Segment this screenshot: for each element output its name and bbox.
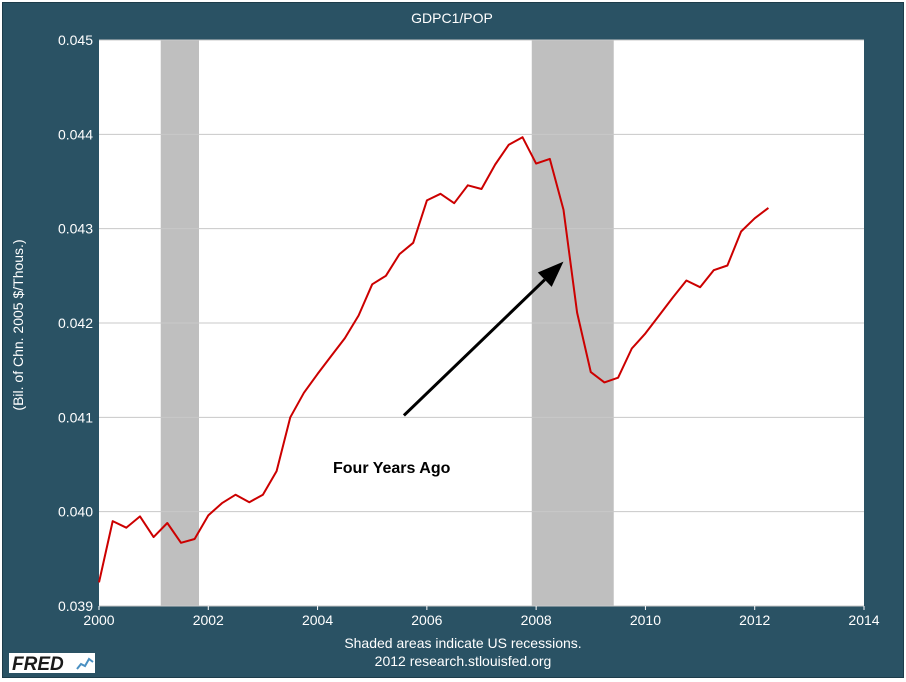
recession-note: Shaded areas indicate US recessions.	[344, 635, 581, 651]
fred-logo-chart-icon	[76, 657, 94, 670]
fred-chart: GDPC1/POP 0.039 0.040 0.041 0.042 0.043 0.044…	[9, 10, 880, 675]
annotation: Four Years Ago	[333, 261, 564, 477]
x-tick-labels: 2000 2002 2004 2006 2008 2010 2012 2014	[83, 606, 880, 628]
x-tick-label: 2004	[302, 612, 333, 628]
x-tick-label: 2006	[411, 612, 442, 628]
annotation-label: Four Years Ago	[333, 460, 451, 477]
series-line	[98, 136, 770, 583]
y-tick-label: 0.041	[58, 409, 93, 425]
x-tick-label: 2010	[630, 612, 661, 628]
x-tick-label: 2008	[521, 612, 552, 628]
annotation-arrowhead	[537, 261, 564, 287]
fred-logo: FRED	[9, 653, 95, 675]
y-tick-label: 0.043	[58, 221, 93, 237]
y-tick-label: 0.045	[58, 32, 93, 48]
y-tick-label: 0.042	[58, 315, 93, 331]
annotation-arrow-line	[402, 278, 546, 417]
x-tick-label: 2002	[193, 612, 224, 628]
x-tick-label: 2000	[83, 612, 114, 628]
fred-logo-background	[9, 653, 95, 673]
gridlines	[99, 39, 864, 607]
y-tick-label: 0.040	[58, 504, 93, 520]
chart-title: GDPC1/POP	[411, 10, 493, 26]
y-tick-label: 0.044	[58, 126, 93, 142]
y-tick-labels: 0.039 0.040 0.041 0.042 0.043 0.044 0.045	[58, 32, 93, 614]
y-tick-label: 0.039	[58, 598, 93, 614]
y-axis-label: (Bil. of Chn. 2005 $/Thous.)	[10, 239, 26, 410]
source-credit: 2012 research.stlouisfed.org	[375, 653, 552, 669]
fred-logo-text: FRED	[12, 654, 64, 675]
x-tick-label: 2012	[739, 612, 770, 628]
x-tick-label: 2014	[848, 612, 879, 628]
